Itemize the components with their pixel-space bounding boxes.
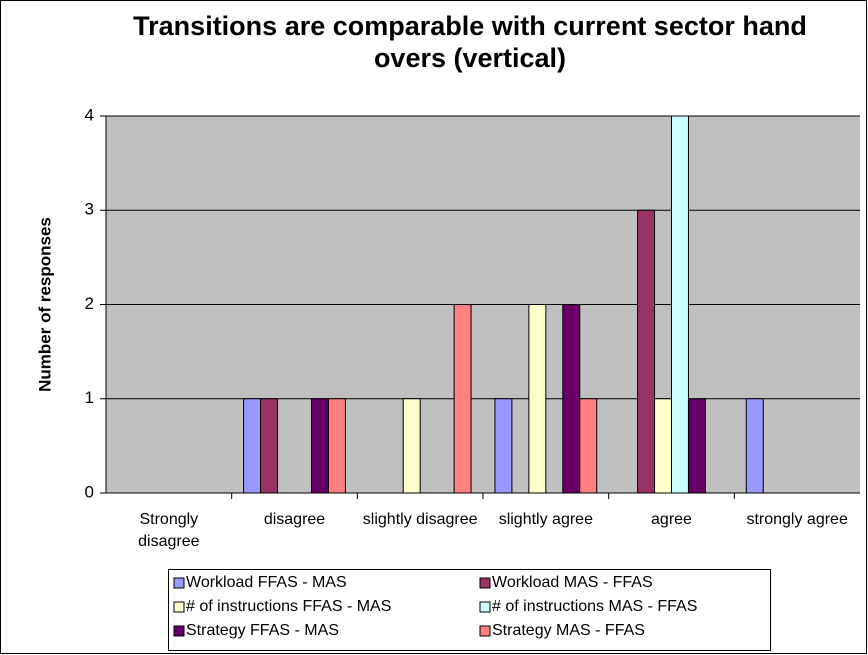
x-tick-label: disagree <box>263 511 326 528</box>
bar <box>654 398 672 494</box>
y-tick-label: 4 <box>85 105 94 124</box>
x-tick-label: Strongly disagree <box>138 511 200 550</box>
legend-swatch <box>173 601 185 613</box>
bar <box>310 398 329 494</box>
legend-label: Strategy MAS - FFAS <box>492 622 645 639</box>
x-tick-label: slightly agree <box>498 511 593 528</box>
legend-label: # of instructions MAS - FFAS <box>492 598 698 615</box>
x-tick-label: strongly agree <box>746 511 848 528</box>
bar <box>671 115 689 494</box>
bar <box>402 398 421 494</box>
y-tick-label: 3 <box>85 200 94 219</box>
bar <box>260 398 279 494</box>
chart-title: Transitions are comparable with current … <box>133 11 807 73</box>
bar <box>528 304 547 494</box>
bar <box>494 398 513 494</box>
y-tick-label: 2 <box>85 294 94 313</box>
bar <box>637 209 656 494</box>
legend-label: # of instructions FFAS - MAS <box>186 598 392 615</box>
bar <box>745 398 764 494</box>
legend-label: Strategy FFAS - MAS <box>186 622 339 639</box>
y-tick-label: 0 <box>85 482 94 501</box>
bar <box>562 304 581 494</box>
legend-swatch <box>479 625 491 637</box>
legend-swatch <box>479 601 491 613</box>
bar <box>453 304 472 494</box>
x-tick-label: slightly disagree <box>362 511 478 528</box>
x-tick-label: agree <box>651 511 692 528</box>
y-axis-label: Number of responses <box>35 217 54 392</box>
legend-swatch <box>173 625 185 637</box>
bar <box>243 398 262 494</box>
legend-box <box>168 569 771 651</box>
bar <box>687 398 706 494</box>
legend-label: Workload FFAS - MAS <box>186 574 347 591</box>
legend-label: Workload MAS - FFAS <box>492 574 653 591</box>
legend-swatch <box>173 577 185 589</box>
y-tick-label: 1 <box>85 388 94 407</box>
bar <box>327 398 346 494</box>
bar <box>579 398 598 494</box>
legend-swatch <box>479 577 491 589</box>
